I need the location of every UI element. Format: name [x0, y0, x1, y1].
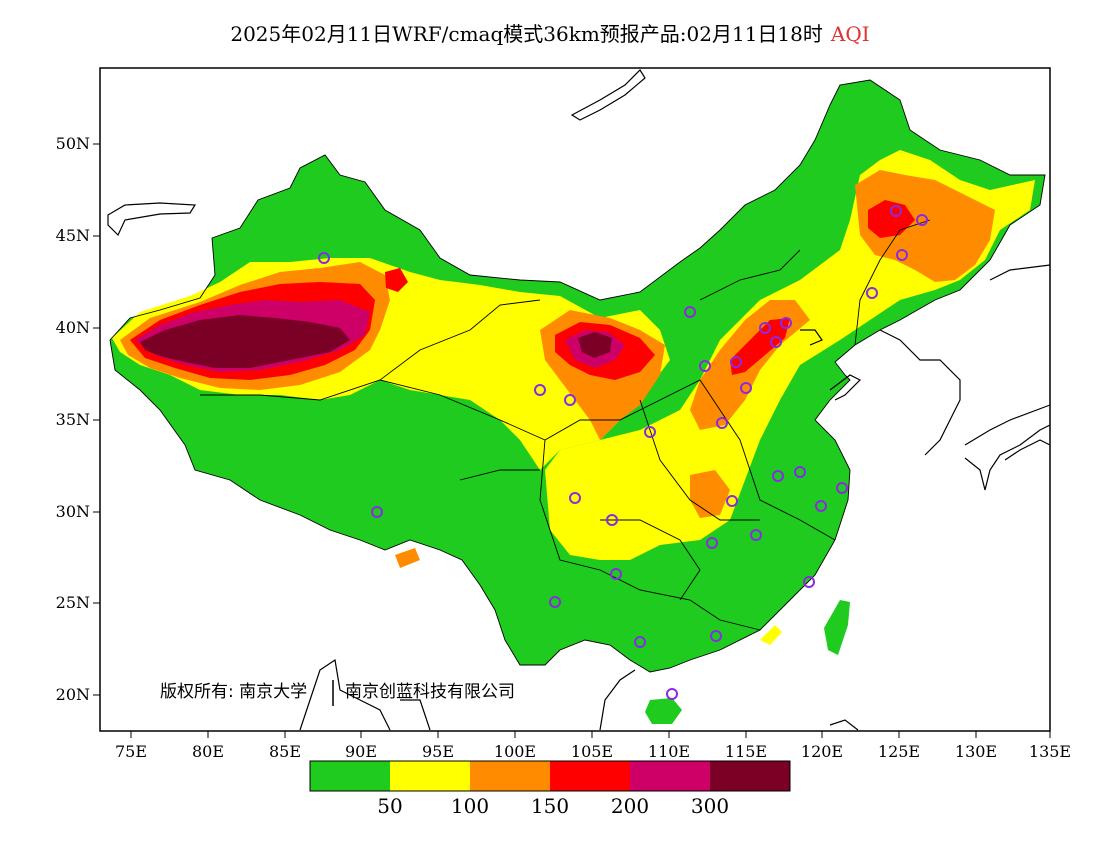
legend-frame: [309, 760, 791, 792]
y-axis: [93, 143, 100, 696]
station-marker: [684, 306, 696, 318]
station-marker: [644, 426, 656, 438]
station-marker: [549, 596, 561, 608]
station-marker: [866, 287, 878, 299]
x-tick-label: 135E: [1029, 742, 1071, 761]
station-marker: [666, 688, 678, 700]
legend-swatch-very-unhealthy: [630, 761, 710, 791]
x-tick-label: 85E: [269, 742, 301, 761]
x-tick-label: 95E: [422, 742, 454, 761]
station-marker: [610, 568, 622, 580]
legend-label: 50: [377, 794, 402, 818]
region-taiwan: [824, 600, 850, 655]
y-tick-label: 30N: [56, 502, 90, 521]
x-tick-label: 105E: [571, 742, 613, 761]
x-tick-label: 75E: [115, 742, 147, 761]
station-marker: [750, 529, 762, 541]
station-marker: [803, 576, 815, 588]
map-title: 2025年02月11日WRF/cmaq模式36km预报产品:02月11日18时 A…: [0, 18, 1100, 47]
x-tick-label: 80E: [192, 742, 224, 761]
station-marker: [772, 470, 784, 482]
x-tick-label: 115E: [725, 742, 767, 761]
y-tick-label: 35N: [56, 410, 90, 429]
station-marker: [318, 252, 330, 264]
region-sensitive-central: [690, 470, 730, 518]
legend-label: 150: [531, 794, 569, 818]
station-marker: [371, 506, 383, 518]
legend-swatch-hazardous: [710, 761, 790, 791]
map-frame: [99, 67, 1051, 732]
copyright: 版权所有: 南京大学 南京创蓝科技有限公司: [160, 680, 515, 706]
station-marker: [726, 495, 738, 507]
region-hazardous-ordos: [578, 332, 612, 358]
y-tick-label: 50N: [56, 134, 90, 153]
y-tick-labels: 50N 45N 40N 35N 30N 25N 20N: [56, 134, 90, 704]
coastlines: [107, 69, 1051, 731]
x-tick-label: 110E: [648, 742, 690, 761]
region-unhealthy-hebei: [730, 318, 790, 375]
y-tick-label: 20N: [56, 685, 90, 704]
x-tick-label: 130E: [955, 742, 997, 761]
legend-label: 300: [691, 794, 729, 818]
station-marker: [730, 356, 742, 368]
station-marker: [569, 492, 581, 504]
legend-swatch-unhealthy: [550, 761, 630, 791]
x-tick-label: 120E: [801, 742, 843, 761]
legend-swatch-sensitive: [470, 761, 550, 791]
station-marker: [716, 417, 728, 429]
title-product: AQI: [830, 22, 870, 46]
station-marker: [706, 537, 718, 549]
y-tick-label: 25N: [56, 593, 90, 612]
station-marker: [634, 636, 646, 648]
station-marker: [770, 336, 782, 348]
x-tick-label: 125E: [878, 742, 920, 761]
aqi-legend: 50 100 150 200 300: [309, 760, 791, 818]
station-markers: [318, 205, 928, 700]
region-unhealthy-dzungaria: [385, 268, 408, 292]
region-hazardous-tarim: [140, 315, 350, 368]
station-marker: [794, 466, 806, 478]
x-tick-labels: 75E 80E 85E 90E 95E 100E 105E 110E 115E …: [115, 742, 1071, 761]
legend-label: 200: [611, 794, 649, 818]
legend-label: 100: [451, 794, 489, 818]
legend-swatch-moderate: [390, 761, 470, 791]
region-sensitive-tibet: [395, 548, 420, 568]
copyright-company: 南京创蓝科技有限公司: [345, 682, 515, 702]
station-marker: [699, 360, 711, 372]
title-main: 2025年02月11日WRF/cmaq模式36km预报产品:02月11日18时: [230, 22, 823, 46]
x-axis: [130, 731, 1051, 738]
station-marker: [896, 249, 908, 261]
station-marker: [710, 630, 722, 642]
region-sensitive-ne: [855, 170, 995, 282]
y-tick-label: 45N: [56, 226, 90, 245]
station-marker: [534, 384, 546, 396]
station-marker: [780, 317, 792, 329]
x-tick-label: 90E: [345, 742, 377, 761]
station-marker: [836, 482, 848, 494]
station-marker: [606, 514, 618, 526]
y-tick-label: 40N: [56, 318, 90, 337]
station-marker: [759, 322, 771, 334]
province-borders: [109, 79, 1046, 673]
legend-swatch-good: [310, 761, 390, 791]
copyright-owner: 版权所有: 南京大学: [160, 682, 307, 702]
station-marker: [890, 205, 902, 217]
x-tick-label: 100E: [494, 742, 536, 761]
station-marker: [740, 382, 752, 394]
region-hainan: [645, 698, 682, 724]
station-marker: [564, 394, 576, 406]
station-marker: [815, 500, 827, 512]
region-moderate-south: [760, 625, 782, 645]
station-marker: [916, 214, 928, 226]
